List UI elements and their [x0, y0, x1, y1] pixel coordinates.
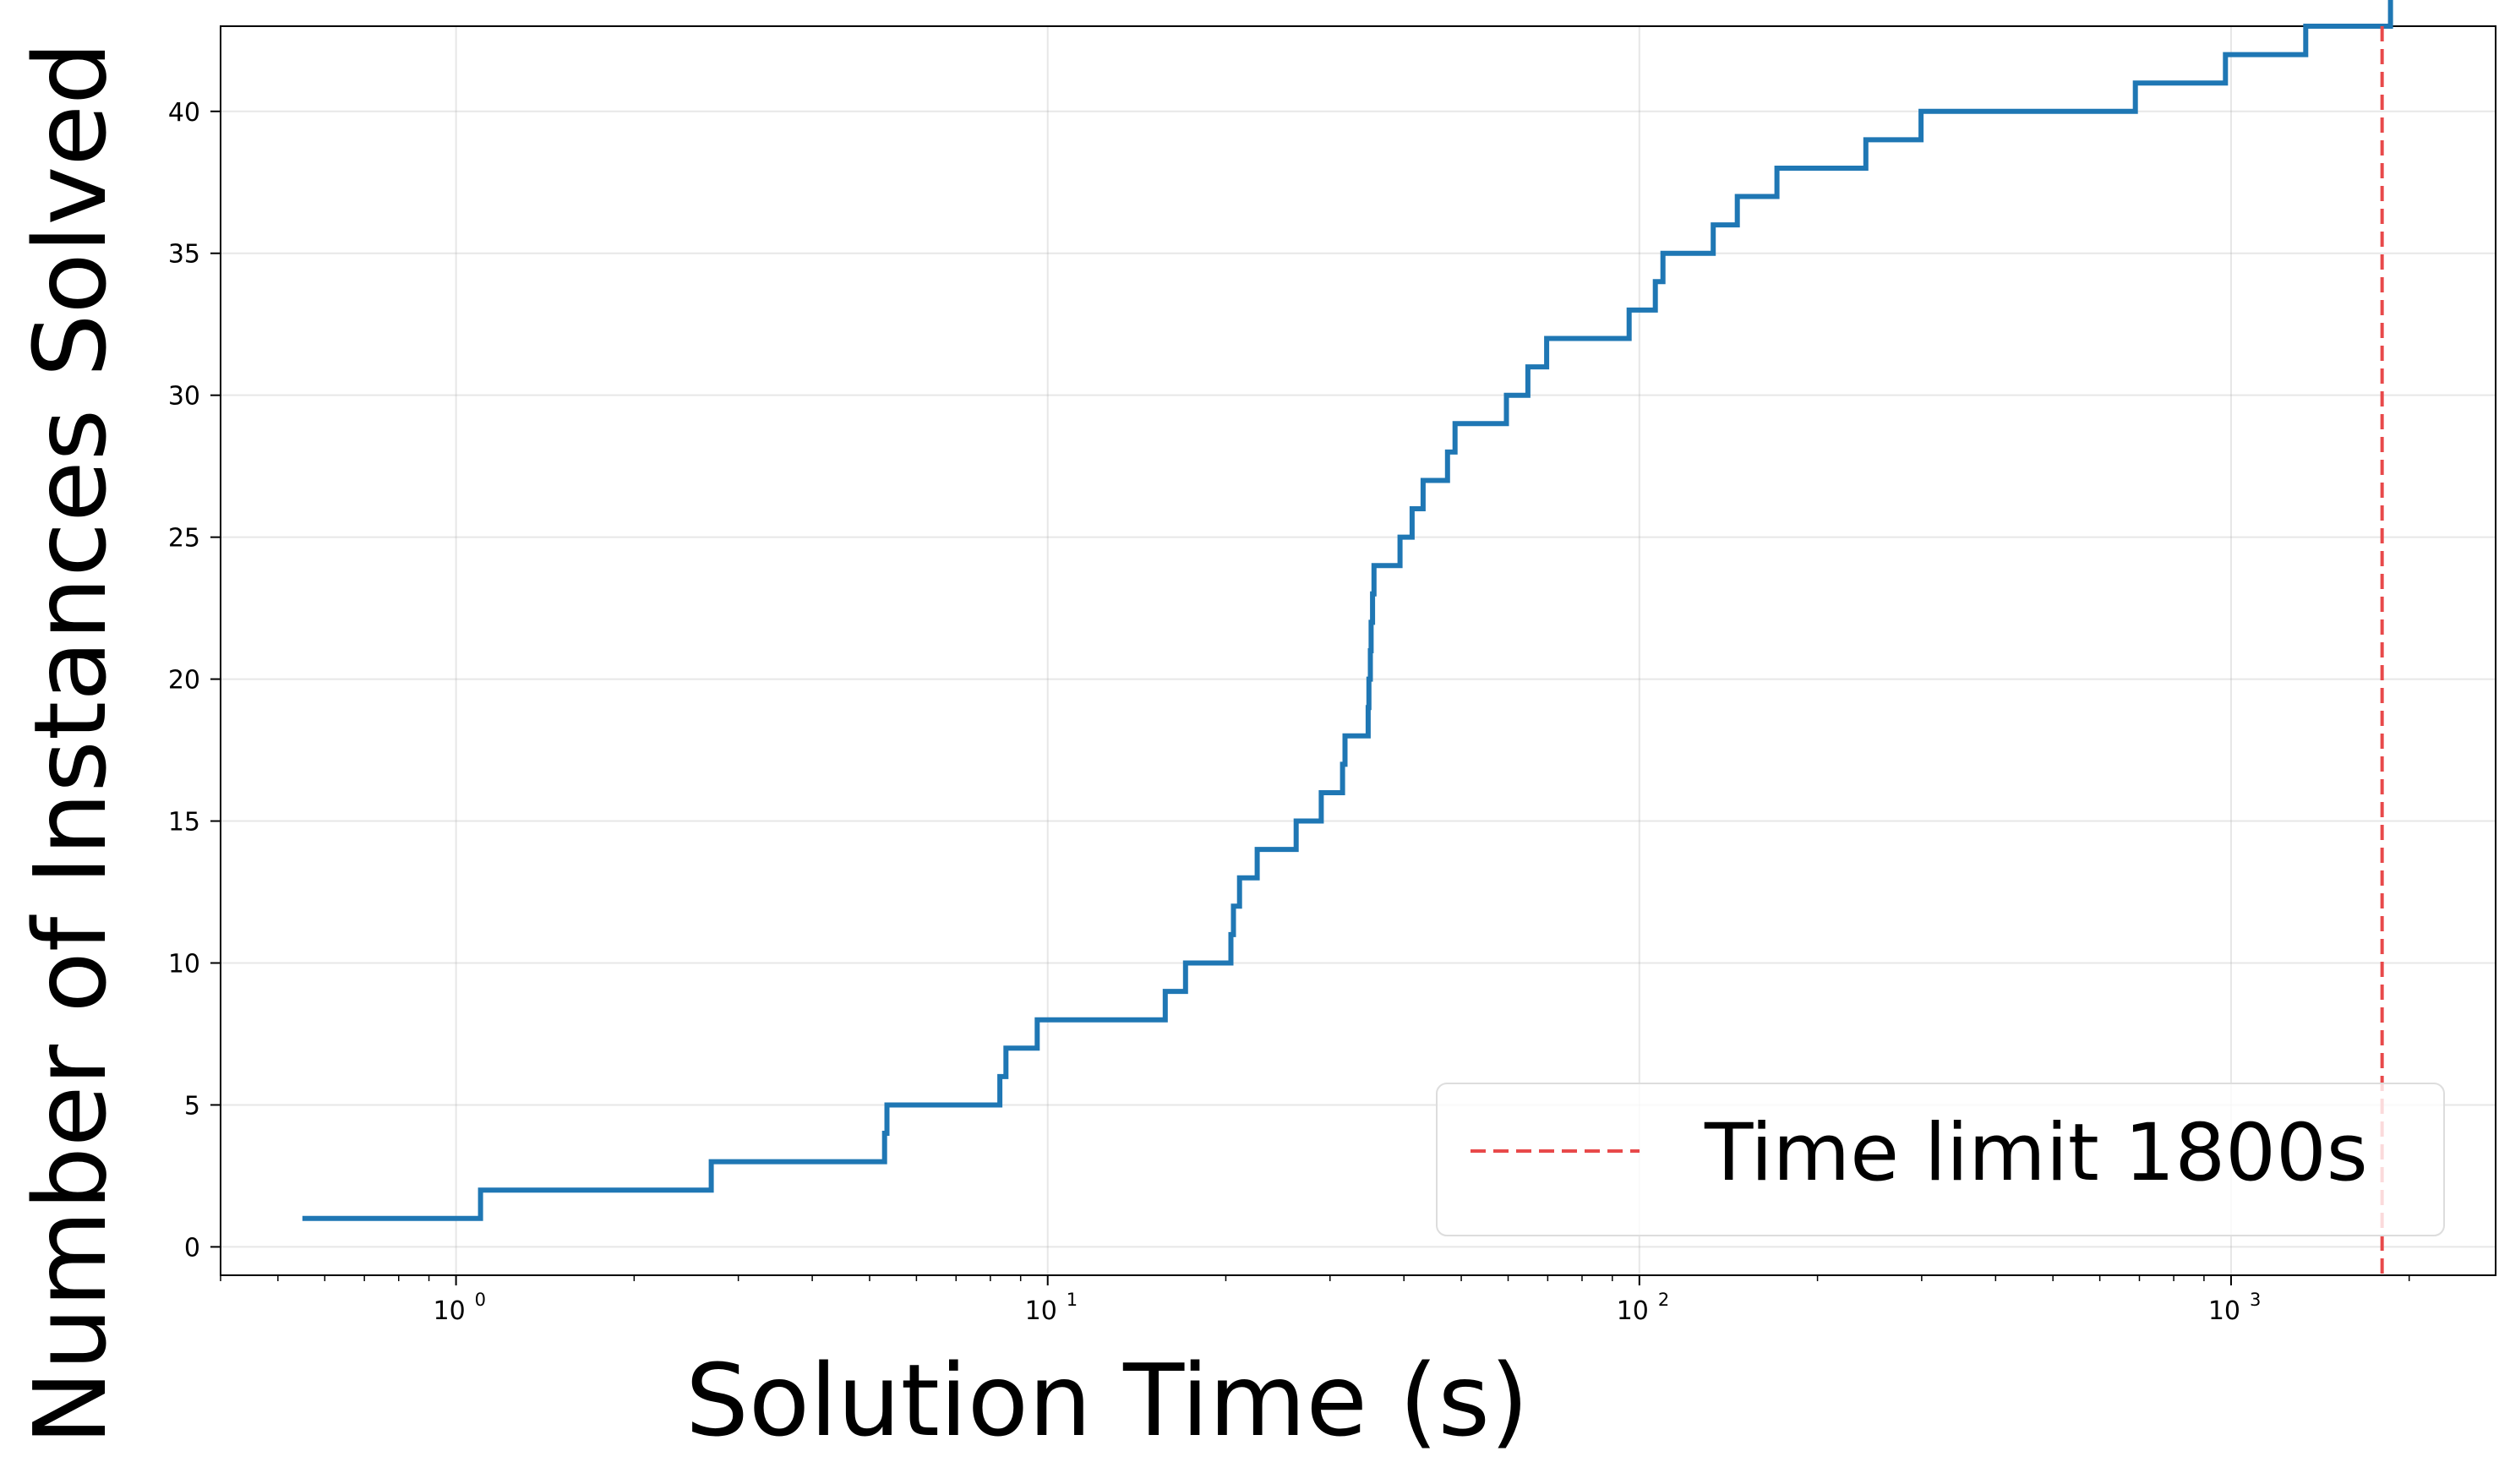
axis-ticks: 0 5 10 15 20 25 30 35 40 10 0 10 1 10 2 10 3	[168, 98, 2410, 1326]
x-tick-exponent: 0	[475, 1290, 486, 1310]
y-tick-label: 0	[184, 1233, 200, 1263]
y-axis-title: Number of Instances Solved	[12, 41, 128, 1445]
x-axis-title: Solution Time (s)	[685, 1342, 1529, 1459]
x-tick-label: 10	[2208, 1296, 2240, 1326]
y-tick-label: 40	[168, 98, 200, 128]
x-tick-exponent: 2	[1658, 1290, 1669, 1310]
y-tick-label: 10	[168, 950, 200, 979]
y-tick-label: 5	[184, 1091, 200, 1121]
series-line	[302, 0, 2393, 1221]
legend: Time limit 1800s	[1436, 1083, 2445, 1236]
y-tick-label: 30	[168, 382, 200, 412]
y-tick-label: 20	[168, 666, 200, 696]
x-tick-exponent: 1	[1067, 1290, 1078, 1310]
x-tick-label: 10	[1025, 1296, 1057, 1326]
y-tick-label: 15	[168, 808, 200, 837]
legend-box	[1436, 1083, 2445, 1236]
legend-label-limit: Time limit 1800s	[1704, 1107, 2368, 1199]
x-tick-exponent: 3	[2250, 1290, 2261, 1310]
y-tick-label: 35	[168, 240, 200, 270]
gridlines	[221, 26, 2496, 1275]
y-tick-label: 25	[168, 524, 200, 554]
plot-area-frame	[220, 25, 2496, 1276]
x-tick-label: 10	[1617, 1296, 1649, 1326]
x-tick-label: 10	[434, 1296, 466, 1326]
series-group	[302, 0, 2393, 1221]
